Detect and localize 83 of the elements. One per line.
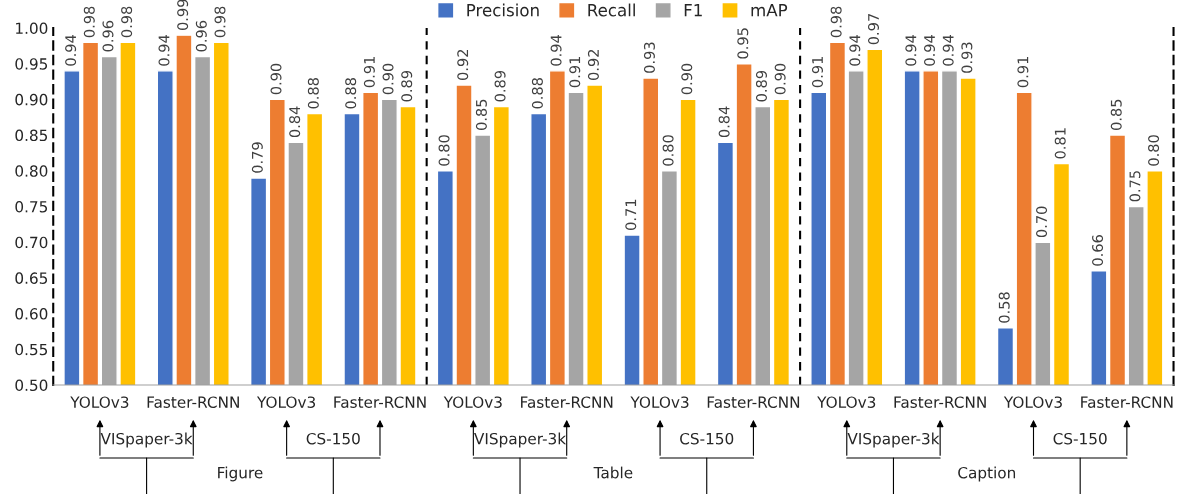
data-label: 0.92: [457, 49, 469, 80]
data-label: 0.99: [177, 0, 189, 31]
text: CS-150: [306, 432, 360, 445]
data-label: 0.84: [289, 106, 301, 138]
data-label: 0.89: [401, 70, 413, 102]
data-label: 0.91: [363, 56, 375, 88]
text: CS-150: [680, 432, 734, 445]
data-label: 0.95: [737, 28, 749, 59]
data-label: 0.88: [531, 78, 543, 109]
x-tick-label: YOLOv3: [817, 396, 876, 408]
data-label: 0.94: [905, 35, 917, 66]
data-label: 0.98: [830, 6, 842, 38]
y-tick-label: 0.65: [15, 272, 48, 284]
y-tick-label: 0.80: [15, 165, 48, 177]
data-label: 0.98: [214, 6, 226, 38]
legend-label: F1: [684, 4, 702, 17]
data-label: 0.80: [662, 135, 674, 166]
x-tick-label: YOLOv3: [70, 396, 129, 408]
x-tick-label: Faster-RCNN: [707, 396, 800, 408]
data-label: 0.89: [494, 70, 506, 102]
data-label: 0.98: [121, 6, 133, 38]
data-label: 0.91: [1017, 56, 1029, 88]
data-label: 0.94: [550, 35, 562, 66]
data-label: 0.80: [438, 135, 450, 166]
data-label: 0.85: [475, 99, 487, 130]
y-tick-label: 1.00: [16, 22, 48, 35]
y-tick-label: 0.85: [15, 129, 48, 142]
y-tick-label: 0.70: [15, 236, 48, 249]
data-label: 0.92: [587, 49, 599, 80]
data-label: 0.90: [774, 63, 786, 95]
data-label: 0.94: [158, 35, 170, 66]
data-label: 0.81: [1054, 128, 1066, 159]
legend-label: Recall: [588, 3, 635, 17]
data-label: 0.90: [681, 63, 693, 95]
data-label: 0.97: [867, 14, 880, 45]
y-tick-label: 0.75: [15, 200, 48, 213]
data-label: 0.94: [65, 35, 77, 66]
text: Caption: [958, 466, 1016, 482]
data-label: 0.91: [569, 56, 581, 88]
x-tick-label: YOLOv3: [443, 396, 502, 408]
data-label: 0.89: [755, 70, 767, 102]
data-label: 0.58: [998, 292, 1010, 323]
data-label: 0.75: [1129, 171, 1141, 202]
data-label: 0.98: [83, 6, 95, 38]
text: VISpaper-3k: [474, 432, 567, 448]
x-tick-label: YOLOv3: [256, 396, 316, 408]
y-tick-label: 0.55: [15, 343, 48, 356]
data-label: 0.91: [811, 56, 824, 88]
y-tick-label: 0.60: [15, 308, 48, 320]
data-label: 0.84: [718, 106, 730, 138]
x-tick-label: Faster-RCNN: [334, 396, 426, 408]
x-tick-label: Faster-RCNN: [147, 396, 239, 408]
legend-label: mAP: [751, 4, 788, 17]
data-label: 0.80: [1148, 135, 1160, 166]
data-label: 0.93: [643, 42, 655, 73]
y-tick-label: 0.95: [15, 58, 48, 70]
data-label: 0.88: [345, 78, 357, 109]
x-tick-label: Faster-RCNN: [1081, 396, 1173, 408]
x-tick-label: YOLOv3: [1003, 396, 1062, 408]
x-tick-label: Faster-RCNN: [894, 396, 986, 408]
text: Figure: [218, 466, 263, 482]
data-label: 0.90: [270, 63, 282, 95]
text: Table: [593, 466, 633, 479]
data-label: 0.70: [1036, 206, 1048, 238]
data-label: 0.94: [924, 35, 936, 66]
data-label: 0.79: [251, 142, 263, 173]
legend-label: Precision: [467, 3, 539, 17]
text: VISpaper-3k: [847, 432, 940, 448]
x-tick-label: YOLOv3: [630, 396, 689, 408]
data-label: 0.93: [961, 42, 973, 73]
data-label: 0.90: [382, 63, 394, 95]
data-label: 0.96: [102, 20, 114, 52]
data-label: 0.71: [625, 199, 637, 230]
x-tick-label: Faster-RCNN: [521, 396, 613, 408]
data-label: 0.96: [195, 20, 207, 52]
data-label: 0.94: [942, 35, 954, 66]
data-label: 0.94: [849, 35, 861, 66]
y-tick-label: 0.50: [15, 379, 48, 392]
y-tick-label: 0.90: [15, 93, 48, 106]
data-label: 0.85: [1110, 99, 1122, 130]
data-label: 0.66: [1092, 235, 1104, 266]
data-label: 0.88: [307, 78, 319, 109]
text: CS-150: [1053, 432, 1107, 445]
